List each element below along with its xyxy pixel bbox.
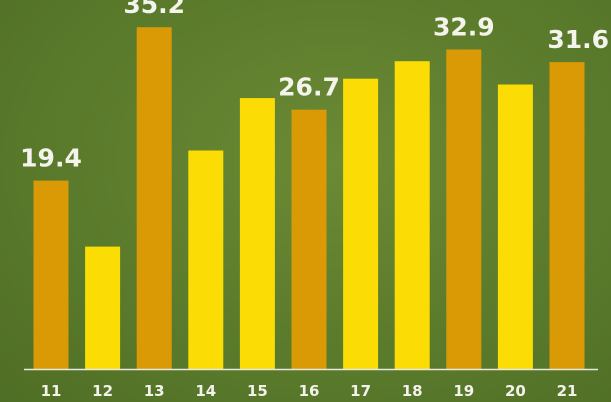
x-tick-15: 15 [247, 382, 268, 400]
x-tick-19: 19 [453, 382, 474, 400]
bar-17 [343, 78, 379, 369]
x-tick-20: 20 [505, 382, 526, 400]
x-tick-labels: 11 12 13 14 15 16 17 18 19 20 21 [41, 382, 578, 400]
x-tick-16: 16 [299, 382, 320, 400]
data-label-11: 19.4 [20, 144, 82, 173]
data-label-13: 35.2 [123, 0, 185, 19]
x-tick-12: 12 [92, 382, 113, 400]
bars-group [33, 27, 585, 369]
bar-16 [291, 109, 327, 369]
bar-15 [239, 98, 275, 369]
x-tick-13: 13 [144, 382, 165, 400]
x-tick-21: 21 [557, 382, 578, 400]
bar-20 [497, 84, 533, 369]
bar-14 [188, 150, 224, 369]
bar-13 [136, 27, 172, 369]
bar-18 [394, 61, 430, 369]
data-label-16: 26.7 [278, 73, 340, 102]
x-tick-18: 18 [402, 382, 423, 400]
data-labels: 19.4 35.2 26.7 32.9 31.6 [20, 0, 609, 173]
bar-12 [85, 246, 121, 369]
data-label-21: 31.6 [547, 25, 609, 54]
bar-21 [549, 62, 585, 369]
x-tick-11: 11 [41, 382, 62, 400]
data-label-19: 32.9 [433, 13, 495, 42]
bar-19 [446, 49, 482, 369]
bar-11 [33, 180, 69, 369]
x-tick-17: 17 [350, 382, 371, 400]
x-tick-14: 14 [195, 382, 216, 400]
